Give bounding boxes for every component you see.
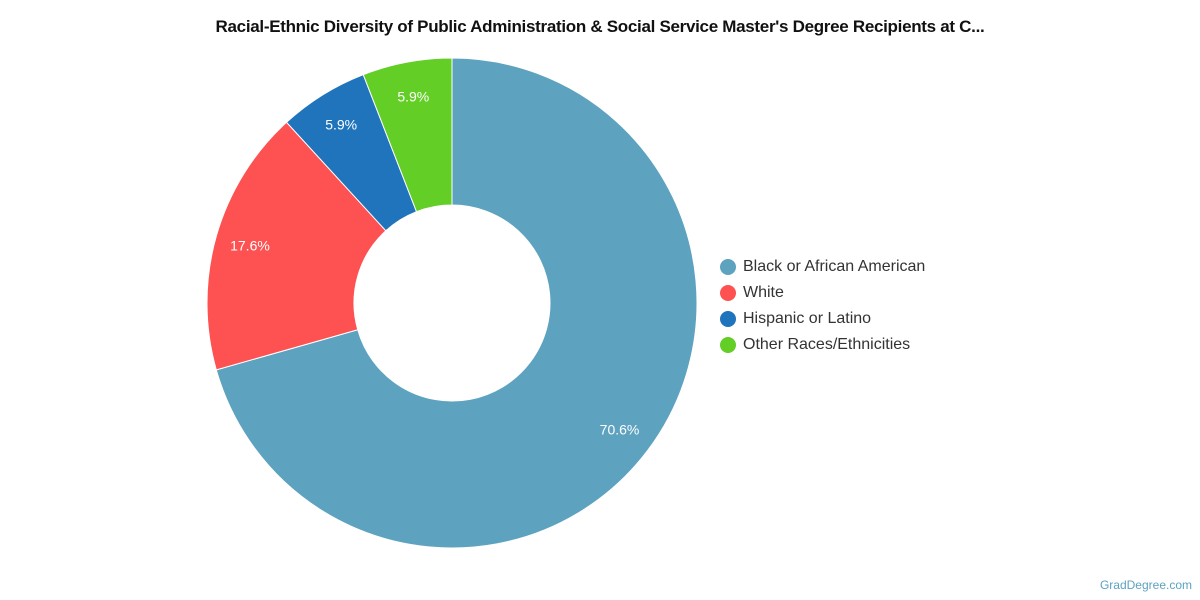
legend-marker-icon bbox=[720, 311, 736, 327]
legend-item[interactable]: Other Races/Ethnicities bbox=[720, 332, 925, 358]
legend-marker-icon bbox=[720, 337, 736, 353]
slice-black-or-african-american[interactable] bbox=[215, 57, 698, 549]
slice-other-races-ethnicities[interactable] bbox=[362, 57, 453, 213]
legend-item[interactable]: Hispanic or Latino bbox=[720, 306, 925, 332]
chart-title: Racial-Ethnic Diversity of Public Admini… bbox=[215, 17, 985, 36]
legend-label: Other Races/Ethnicities bbox=[743, 336, 911, 353]
legend-label: White bbox=[743, 284, 784, 301]
legend-label: Black or African American bbox=[743, 258, 926, 275]
data-label: 5.9% bbox=[325, 117, 357, 133]
legend-label: Hispanic or Latino bbox=[743, 310, 872, 327]
legend-marker-icon bbox=[720, 259, 736, 275]
legend-marker-icon bbox=[720, 285, 736, 301]
legend: Black or African American White Hispanic o… bbox=[720, 254, 925, 358]
credit-link[interactable]: GradDegree.com bbox=[1099, 578, 1192, 592]
data-label: 5.9% bbox=[397, 89, 429, 105]
data-label: 17.6% bbox=[230, 238, 270, 254]
legend-item[interactable]: Black or African American bbox=[720, 254, 925, 280]
data-label: 70.6% bbox=[600, 422, 640, 438]
legend-item[interactable]: White bbox=[720, 280, 925, 306]
slice-white[interactable] bbox=[206, 121, 387, 371]
